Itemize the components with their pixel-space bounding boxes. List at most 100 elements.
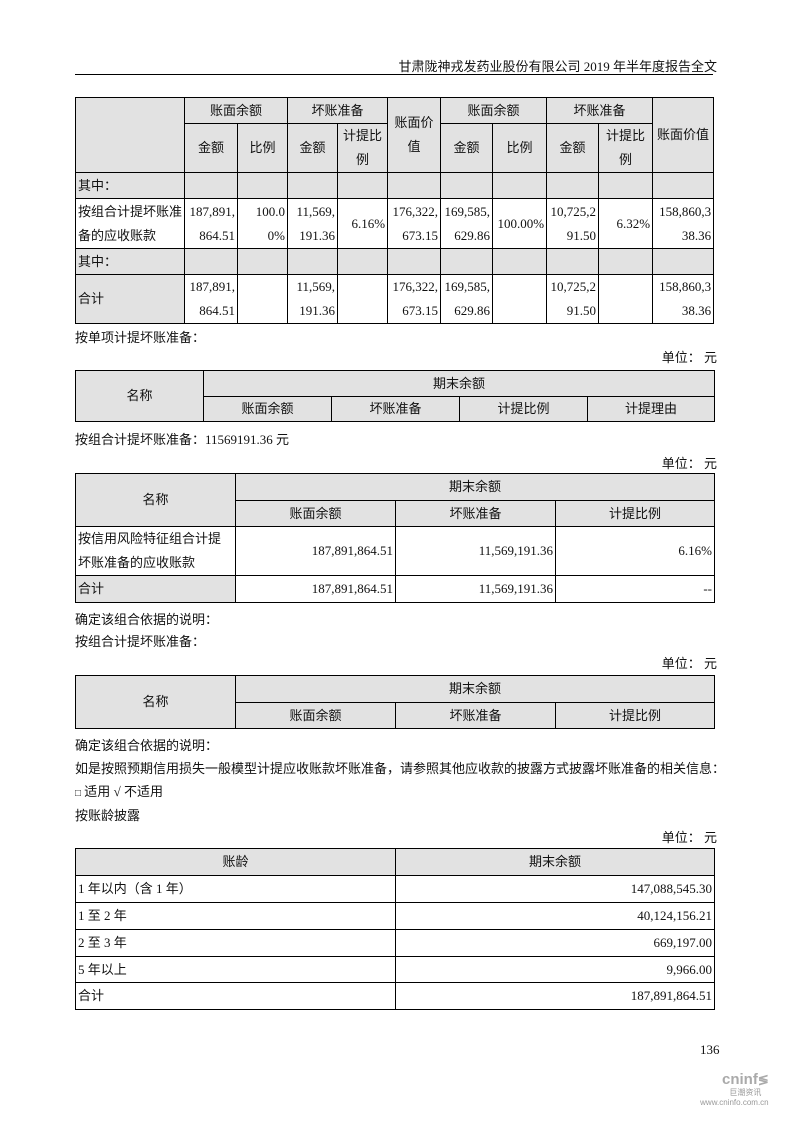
table-cell: 158,860,338.36 xyxy=(652,274,715,324)
col-header: 名称 xyxy=(75,370,204,422)
table-cell: 176,322,673.15 xyxy=(387,198,442,249)
col-header: 比例 xyxy=(492,123,548,173)
row-label: 合计 xyxy=(75,274,185,324)
section-title: 按组合计提坏账准备：11569191.36 元 xyxy=(75,432,290,447)
section-title: 按单项计提坏账准备： xyxy=(75,330,206,345)
table-cell xyxy=(236,248,289,275)
table-cell xyxy=(236,172,289,199)
cell-provision: 11,569,191.36 xyxy=(395,526,556,576)
table-cell: 11,569,191.36 xyxy=(287,274,339,324)
table-row: 合计 187,891,864.51 11,569,191.36 176,322,673… xyxy=(75,274,715,324)
table-cell: 176,322,673.15 xyxy=(387,274,442,324)
aging-table: 账龄 期末余额 1 年以内（含 1 年） 147,088,545.30 1 至 2 … xyxy=(75,848,715,1010)
corner-cell xyxy=(75,97,185,173)
col-header: 账面余额 xyxy=(235,500,396,527)
table-cell xyxy=(546,172,600,199)
table-cell xyxy=(598,274,654,324)
table-cell: 169,585,629.86 xyxy=(440,198,494,249)
table-cell: 11,569,191.36 xyxy=(287,198,339,249)
table-cell xyxy=(440,248,494,275)
row-label: 5 年以上 xyxy=(75,956,396,983)
col-group-header: 坏账准备 xyxy=(546,97,654,124)
col-group-header: 期末余额 xyxy=(202,370,716,397)
page-number: 136 xyxy=(700,1042,720,1057)
row-label: 其中： xyxy=(75,248,185,275)
bad-debt-table: 账面余额 坏账准备 账面价值 账面余额 坏账准备 账面价值 金额 比例 金额 计… xyxy=(75,97,715,324)
col-header: 金额 xyxy=(440,123,494,173)
table-cell xyxy=(184,248,238,275)
table-cell xyxy=(184,172,238,199)
table-cell xyxy=(652,172,715,199)
table-cell: 100.00% xyxy=(492,198,548,249)
table-cell xyxy=(337,172,389,199)
cell-balance: 187,891,864.51 xyxy=(235,575,396,603)
cell-amount: 9,966.00 xyxy=(395,956,715,983)
col-header: 计提比例 xyxy=(554,702,716,729)
table-cell: 6.16% xyxy=(337,198,389,249)
col-header: 坏账准备 xyxy=(395,500,556,527)
group-provision-table-2: 名称 期末余额 账面余额 坏账准备 计提比例 xyxy=(75,675,716,729)
table-cell: 187,891,864.51 xyxy=(184,274,238,324)
col-group-header: 坏账准备 xyxy=(287,97,389,124)
table-cell xyxy=(387,172,442,199)
col-header: 账龄 xyxy=(75,848,396,876)
col-header: 计提比例 xyxy=(598,123,654,173)
cell-amount: 40,124,156.21 xyxy=(395,902,715,930)
table-cell: 169,585,629.86 xyxy=(440,274,494,324)
row-label: 按组合计提坏账准备的应收账款 xyxy=(75,198,185,249)
cell-provision: 11,569,191.36 xyxy=(395,575,556,603)
page-header: 甘肃陇神戎发药业股份有限公司 2019 年半年度报告全文 xyxy=(398,59,717,74)
col-header: 金额 xyxy=(546,123,600,173)
cell-ratio: 6.16% xyxy=(554,526,716,576)
note-text: 确定该组合依据的说明： xyxy=(75,612,219,627)
col-group-header: 期末余额 xyxy=(234,473,716,501)
col-header: 比例 xyxy=(236,123,289,173)
group-provision-table: 名称 期末余额 账面余额 坏账准备 计提比例 按信用风险特征组合计提坏账准备的应收… xyxy=(75,473,716,603)
table-row: 2 至 3 年 669,197.00 xyxy=(75,929,715,957)
table-cell xyxy=(387,248,442,275)
table-row: 按信用风险特征组合计提坏账准备的应收账款 187,891,864.51 11,5… xyxy=(75,526,716,576)
unit-label: 单位： 元 xyxy=(661,350,717,365)
table-row: 其中： xyxy=(75,248,715,275)
not-applicable-label: 不适用 xyxy=(123,784,163,799)
unit-label: 单位： 元 xyxy=(661,830,717,845)
table-row: 按组合计提坏账准备的应收账款 187,891,864.51 100.00% 11,56… xyxy=(75,198,715,249)
table-cell: 6.32% xyxy=(598,198,654,249)
section-title: 按组合计提坏账准备： xyxy=(75,634,206,649)
row-label: 2 至 3 年 xyxy=(75,929,396,957)
table-cell: 10,725,291.50 xyxy=(546,274,600,324)
row-label: 1 年以内（含 1 年） xyxy=(75,875,396,903)
col-header: 计提理由 xyxy=(586,396,716,422)
table-cell xyxy=(492,172,548,199)
table-cell xyxy=(236,274,289,324)
col-header: 名称 xyxy=(75,675,236,729)
col-group-header: 账面余额 xyxy=(440,97,548,124)
checkbox-icon: □ xyxy=(75,788,82,799)
cell-amount: 187,891,864.51 xyxy=(395,982,715,1010)
col-header: 计提比例 xyxy=(337,123,389,173)
col-header: 名称 xyxy=(75,473,236,527)
header-rule xyxy=(75,74,713,75)
table-row: 1 至 2 年 40,124,156.21 xyxy=(75,902,715,930)
applicability-line: □ 适用 √ 不适用 xyxy=(75,781,163,800)
table-cell xyxy=(337,248,389,275)
col-header: 期末余额 xyxy=(395,848,715,876)
note-text: 确定该组合依据的说明： xyxy=(75,738,219,753)
row-label: 其中： xyxy=(75,172,185,199)
table-cell: 187,891,864.51 xyxy=(184,198,238,249)
table-cell xyxy=(287,248,339,275)
col-group-header: 期末余额 xyxy=(234,675,716,703)
table-cell xyxy=(652,248,715,275)
col-header: 账面价值 xyxy=(387,97,442,173)
unit-label: 单位： 元 xyxy=(661,656,717,671)
col-header: 账面余额 xyxy=(203,396,332,422)
row-label: 按信用风险特征组合计提坏账准备的应收账款 xyxy=(75,526,236,576)
applicable-label: 适用 xyxy=(84,784,111,799)
table-cell xyxy=(287,172,339,199)
row-label: 合计 xyxy=(75,982,396,1010)
table-row: 1 年以内（含 1 年） 147,088,545.30 xyxy=(75,875,715,903)
table-row: 合计 187,891,864.51 xyxy=(75,982,715,1010)
cell-amount: 669,197.00 xyxy=(395,929,715,957)
table-cell: 158,860,338.36 xyxy=(652,198,715,249)
